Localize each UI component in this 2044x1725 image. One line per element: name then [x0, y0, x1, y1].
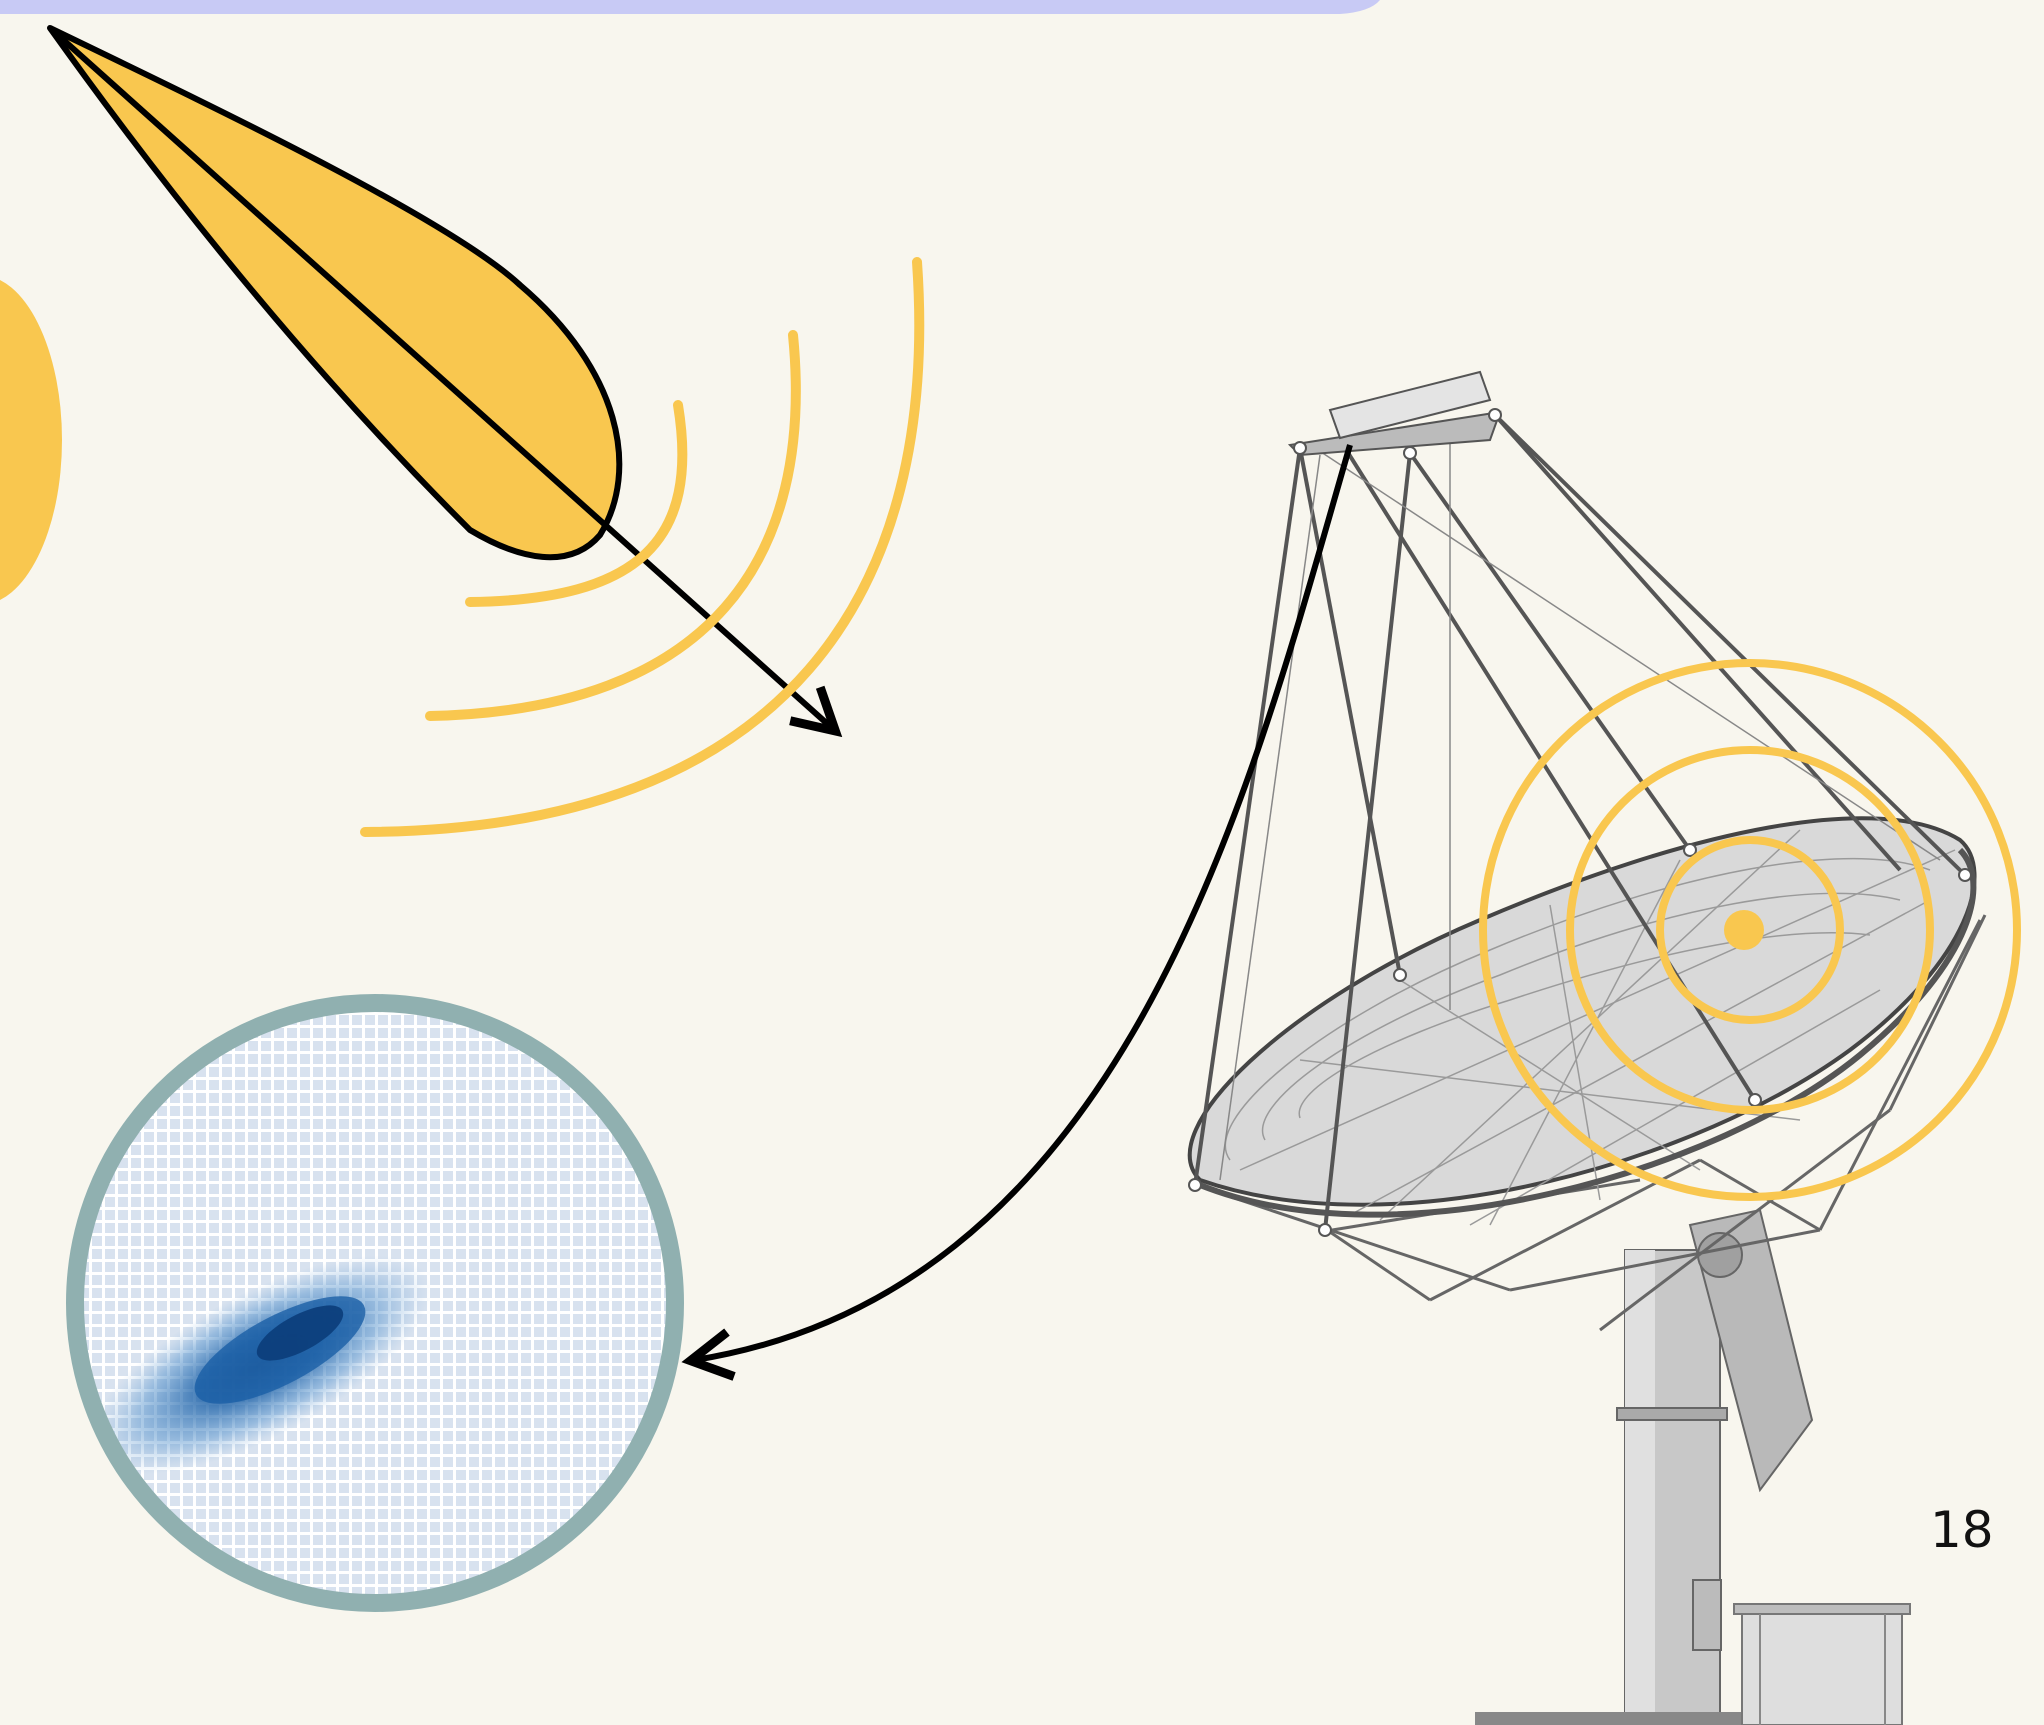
yellow-sphere-shape: [0, 280, 62, 600]
header-bar: [0, 0, 1380, 14]
sky-image-icon: [66, 994, 684, 1612]
signal-path-arrow: [695, 444, 1353, 1360]
concentric-rings-icon: [1479, 659, 2021, 1201]
beam-lobe-icon: [47, 25, 832, 728]
wavefront-arcs-icon: [360, 257, 925, 837]
focal-point-dot: [1724, 910, 1764, 950]
radio-telescope-icon: [1187, 370, 1987, 1725]
page-number: 18: [1930, 1501, 1994, 1559]
